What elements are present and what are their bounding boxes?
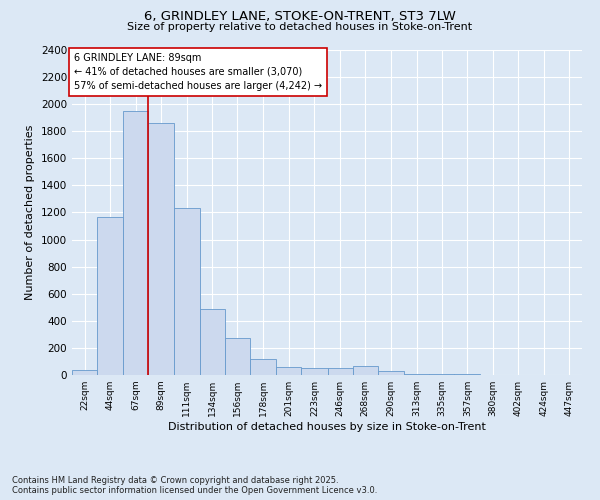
Bar (148, 123, 173, 375)
Bar (173, 208, 200, 375)
Bar (378, 371, 404, 375)
Bar (328, 368, 353, 375)
Bar (301, 368, 328, 375)
Bar (200, 308, 225, 375)
Text: Contains HM Land Registry data © Crown copyright and database right 2025.
Contai: Contains HM Land Registry data © Crown c… (12, 476, 377, 495)
Bar (404, 374, 429, 375)
Text: 6 GRINDLEY LANE: 89sqm
← 41% of detached houses are smaller (3,070)
57% of semi-: 6 GRINDLEY LANE: 89sqm ← 41% of detached… (74, 52, 322, 90)
Bar (72, 370, 97, 375)
Bar (97, 216, 124, 375)
Bar (276, 367, 301, 375)
Text: 6, GRINDLEY LANE, STOKE-ON-TRENT, ST3 7LW: 6, GRINDLEY LANE, STOKE-ON-TRENT, ST3 7L… (144, 10, 456, 23)
Bar (250, 359, 276, 375)
Bar (124, 111, 148, 375)
Bar (429, 374, 454, 375)
Bar (225, 338, 250, 375)
Text: Size of property relative to detached houses in Stoke-on-Trent: Size of property relative to detached ho… (127, 22, 473, 32)
X-axis label: Distribution of detached houses by size in Stoke-on-Trent: Distribution of detached houses by size … (168, 422, 486, 432)
Bar (353, 366, 378, 375)
Bar (454, 374, 481, 375)
Y-axis label: Number of detached properties: Number of detached properties (25, 125, 35, 300)
